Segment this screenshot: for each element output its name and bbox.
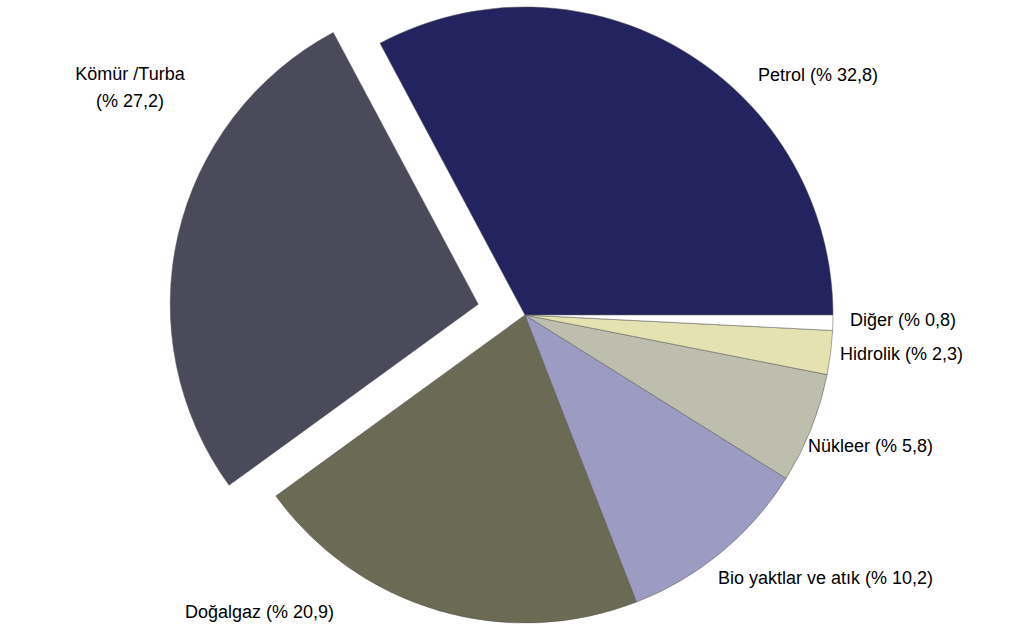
slice-label: Diğer(% 0,8) — [850, 310, 956, 330]
slice-label-name: Petrol — [758, 65, 805, 85]
slice-label-name: Diğer — [850, 310, 893, 330]
slice-label-value: (% 2,3) — [905, 344, 963, 364]
slice-label-name: Nükleer — [808, 436, 870, 456]
pie — [170, 7, 833, 623]
slice-label-value: (% 32,8) — [810, 65, 878, 85]
slice-label-value: (% 0,8) — [898, 310, 956, 330]
slice-label-value: (% 5,8) — [875, 436, 933, 456]
pie-slice — [525, 315, 833, 375]
slice-label-name: Kömür /Turba — [75, 64, 185, 84]
slice-label-value: (% 27,2) — [96, 91, 164, 111]
slice-label: Nükleer(% 5,8) — [808, 436, 933, 456]
pie-slice — [525, 315, 833, 330]
slice-label-value: (% 20,9) — [266, 602, 334, 622]
slice-label: Kömür /Turba (% 27,2) — [75, 64, 185, 111]
slice-label-name: Hidrolik — [840, 344, 901, 364]
data-labels: Petrol(% 32,8) Kömür /Turba (% 27,2) Doğalg… — [75, 64, 963, 622]
slice-label-name: Doğalgaz — [185, 602, 261, 622]
slice-label-value: (% 10,2) — [865, 568, 933, 588]
chart: Petrol(% 32,8) Kömür /Turba (% 27,2) Doğalg… — [0, 0, 1024, 639]
slice-label: Doğalgaz(% 20,9) — [185, 602, 334, 622]
slice-label: Petrol(% 32,8) — [758, 65, 878, 85]
slice-label: Bio yaktlar ve atık(% 10,2) — [718, 568, 933, 588]
slice-label-name: Bio yaktlar ve atık — [718, 568, 861, 588]
slice-label: Hidrolik(% 2,3) — [840, 344, 963, 364]
